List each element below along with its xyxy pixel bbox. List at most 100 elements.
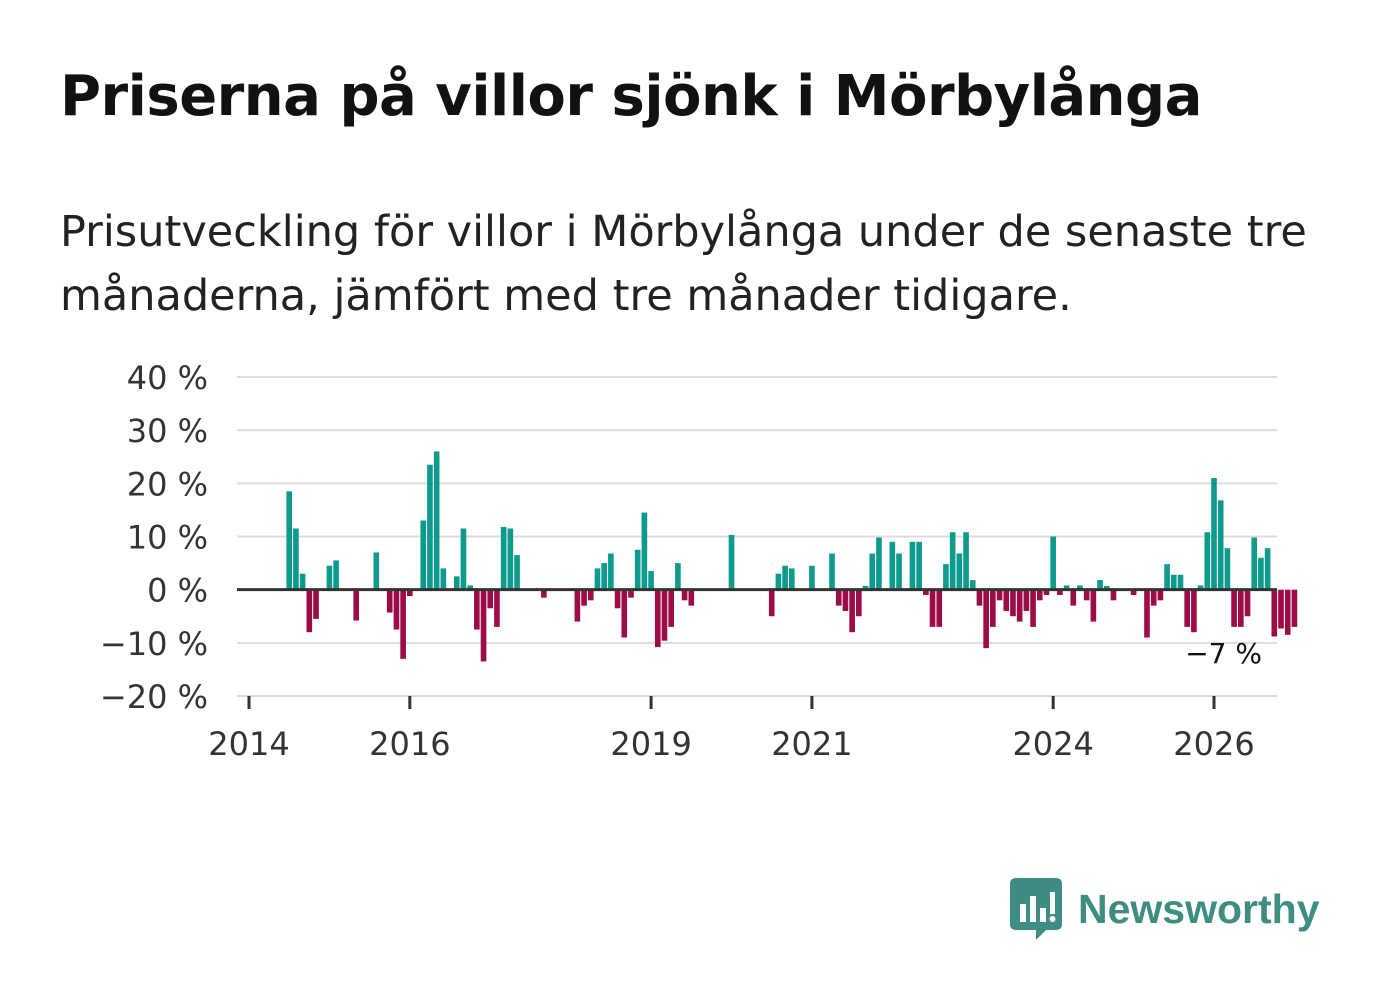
bar xyxy=(1130,589,1137,595)
bar xyxy=(648,571,654,590)
bar xyxy=(326,565,333,590)
brand-name: Newsworthy xyxy=(1078,885,1320,932)
bar xyxy=(1164,564,1170,590)
x-tick-label: 2016 xyxy=(369,725,450,763)
bar xyxy=(440,568,447,590)
bar xyxy=(1191,589,1197,633)
bar xyxy=(1271,589,1278,637)
y-tick-label: 40 % xyxy=(127,359,208,397)
bar xyxy=(286,491,293,590)
bar xyxy=(1157,589,1164,601)
bar xyxy=(996,589,1003,601)
bar xyxy=(587,589,594,601)
bar xyxy=(835,589,842,606)
bar xyxy=(1003,589,1010,611)
newsworthy-logo-icon xyxy=(1010,878,1062,940)
bar xyxy=(614,589,621,609)
bar xyxy=(876,537,882,590)
bar xyxy=(1211,478,1217,590)
bar xyxy=(1043,589,1050,595)
bar xyxy=(1237,589,1244,627)
bar xyxy=(969,580,976,590)
y-tick-label: 10 % xyxy=(127,519,208,557)
bar xyxy=(1244,589,1251,617)
bar xyxy=(889,541,896,590)
bar xyxy=(809,565,815,590)
bar xyxy=(668,589,675,627)
bar xyxy=(1070,589,1077,606)
bar xyxy=(1284,589,1291,635)
bar xyxy=(467,585,473,590)
bar xyxy=(856,589,862,617)
bar xyxy=(1063,585,1070,590)
bar xyxy=(1170,574,1177,590)
bar xyxy=(909,541,916,590)
bar xyxy=(1231,589,1237,627)
bar xyxy=(400,589,406,659)
bar xyxy=(333,560,339,590)
bar xyxy=(916,541,922,590)
bar xyxy=(1291,589,1298,627)
bar xyxy=(1050,536,1056,590)
bar xyxy=(976,589,983,606)
bar xyxy=(782,565,788,590)
bar xyxy=(574,589,581,622)
bar xyxy=(293,528,299,590)
bar xyxy=(1144,589,1150,638)
y-tick-label: 0 % xyxy=(147,572,208,610)
bar xyxy=(594,568,601,590)
y-tick-label: 20 % xyxy=(127,465,208,503)
bar xyxy=(983,589,989,649)
chart-title: Priserna på villor sjönk i Mörbylånga xyxy=(60,64,1202,129)
bar xyxy=(494,589,500,627)
bar xyxy=(1057,589,1063,595)
y-tick-label: −10 % xyxy=(100,625,208,663)
x-tick-label: 2014 xyxy=(208,725,289,763)
bar xyxy=(1197,585,1204,590)
bar xyxy=(1083,589,1090,601)
bar xyxy=(849,589,855,633)
bar xyxy=(507,528,514,590)
bar xyxy=(581,589,587,606)
bar xyxy=(929,589,936,627)
bar xyxy=(775,573,782,590)
bar xyxy=(923,589,929,595)
bar xyxy=(829,553,835,590)
bar xyxy=(541,589,547,598)
bar xyxy=(1023,589,1030,611)
bar xyxy=(681,589,688,601)
bar xyxy=(306,589,313,633)
bar xyxy=(1264,548,1271,590)
bar xyxy=(869,553,876,590)
bar xyxy=(433,451,440,590)
bar xyxy=(862,585,869,590)
bar-chart: 40 % 30 % 20 % 10 % 0 % −10 % −20 %2014 2016 201… xyxy=(100,359,1298,763)
bar xyxy=(728,534,735,590)
bar xyxy=(608,553,614,590)
bar xyxy=(1036,589,1043,601)
bar xyxy=(373,552,380,590)
bar xyxy=(1010,589,1016,617)
bar xyxy=(601,563,607,590)
bar xyxy=(393,589,400,630)
bar xyxy=(949,532,956,590)
bar xyxy=(474,589,480,630)
bar xyxy=(963,532,969,590)
bar xyxy=(514,555,520,590)
chart-subtitle: Prisutveckling för villor i Mörbylånga u… xyxy=(60,207,1307,321)
bar xyxy=(990,589,996,627)
bar xyxy=(407,589,413,597)
bar xyxy=(688,589,695,606)
bar xyxy=(936,589,943,627)
bar xyxy=(1090,589,1097,622)
bar xyxy=(1204,532,1211,590)
bar xyxy=(1177,574,1184,590)
bar xyxy=(427,464,433,590)
bar xyxy=(299,573,306,590)
bar xyxy=(1184,589,1191,627)
bar xyxy=(1097,580,1103,590)
bar xyxy=(896,553,902,590)
bar xyxy=(386,589,393,613)
bar xyxy=(654,589,661,648)
bar xyxy=(1030,589,1036,627)
